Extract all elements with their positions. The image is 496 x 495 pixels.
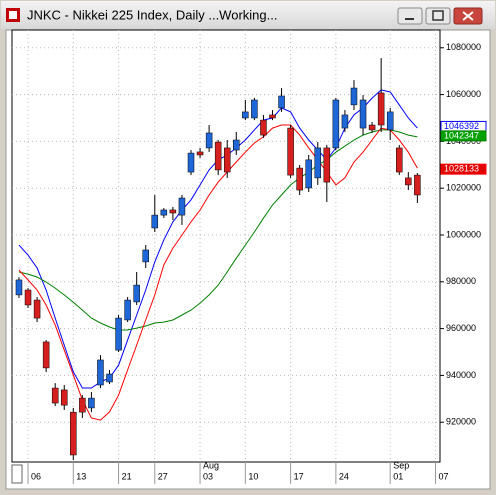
y-tick-label: 920000 <box>446 417 476 427</box>
y-tick-label: 1080000 <box>446 42 481 52</box>
y-tick-label: 1060000 <box>446 89 481 99</box>
candle-body <box>124 299 131 321</box>
x-tick-label: 13 <box>76 471 86 481</box>
x-tick-label: 10 <box>248 471 258 481</box>
candle-body <box>287 127 294 176</box>
candle-body <box>251 99 258 119</box>
x-tick-label: 07 <box>438 471 448 481</box>
x-tick-label: 06 <box>31 471 41 481</box>
candle-body <box>51 387 59 404</box>
candle-body <box>377 92 385 126</box>
maximize-button[interactable] <box>425 7 451 25</box>
candle-body <box>42 341 50 369</box>
candle-body <box>305 159 312 189</box>
x-tick-label: 21 <box>122 471 132 481</box>
candle-body <box>368 124 376 131</box>
y-tick-label: 940000 <box>446 370 476 380</box>
candle-body <box>214 141 222 171</box>
price-tag-label: 1028133 <box>444 164 479 174</box>
candle-body <box>242 111 249 119</box>
candle-body <box>350 87 358 106</box>
candle-body <box>151 214 159 229</box>
candle-body <box>160 209 168 216</box>
candle-body <box>269 114 276 119</box>
candle-body <box>24 289 32 306</box>
candle-body <box>359 99 367 129</box>
price-tag <box>440 130 487 142</box>
y-tick-label: 1000000 <box>446 229 481 239</box>
x-tick-label: 17 <box>294 471 304 481</box>
candle-body <box>314 147 322 179</box>
candle-body <box>70 411 77 456</box>
candle-body <box>205 132 213 149</box>
candle-body <box>106 373 113 383</box>
candle-body <box>296 167 303 191</box>
candle-body <box>169 209 177 214</box>
x-tick-label: 24 <box>339 471 349 481</box>
window-title: JNKC - Nikkei 225 Index, Daily ...Workin… <box>27 7 277 22</box>
candle-body <box>15 279 23 296</box>
x-tick-label: 27 <box>158 471 168 481</box>
maximize-icon <box>432 10 444 21</box>
candle-body <box>223 147 231 173</box>
x-tick-label: 03 <box>203 471 213 481</box>
price-tag-label: 1042347 <box>444 130 479 140</box>
candle-body <box>187 152 195 173</box>
scroll-box[interactable] <box>11 464 23 484</box>
y-tick-label: 980000 <box>446 276 476 286</box>
candle-body <box>196 151 204 156</box>
candle-body <box>278 95 285 109</box>
candle-body <box>396 147 403 173</box>
candle-body <box>178 197 186 216</box>
y-tick-label: 960000 <box>446 323 476 333</box>
x-tick-label: 01 <box>393 471 403 481</box>
price-tag-label: 1046392 <box>444 121 479 131</box>
candle-body <box>97 359 104 386</box>
window-buttons <box>397 7 483 25</box>
candle-body <box>260 119 267 136</box>
ma-line <box>18 129 418 331</box>
candle-body <box>233 139 240 151</box>
candle-body <box>414 174 421 196</box>
price-tag <box>440 163 487 175</box>
candle-body <box>142 249 149 263</box>
candle-body <box>115 317 122 351</box>
candle-body <box>386 111 394 131</box>
candle-body <box>405 177 412 186</box>
candle-body <box>332 99 340 149</box>
candle-body <box>79 397 86 413</box>
month-label: Sep <box>393 460 409 470</box>
candle-body <box>323 147 331 183</box>
candle-body <box>341 114 349 129</box>
candle-body <box>60 389 68 406</box>
candle-body <box>88 397 95 409</box>
y-tick-label: 1020000 <box>446 183 481 193</box>
candle-body <box>133 284 140 303</box>
month-label: Aug <box>203 460 219 470</box>
candle-body <box>33 299 41 319</box>
close-icon <box>462 11 474 21</box>
minimize-button[interactable] <box>397 7 423 25</box>
app-icon-inner <box>9 11 17 19</box>
